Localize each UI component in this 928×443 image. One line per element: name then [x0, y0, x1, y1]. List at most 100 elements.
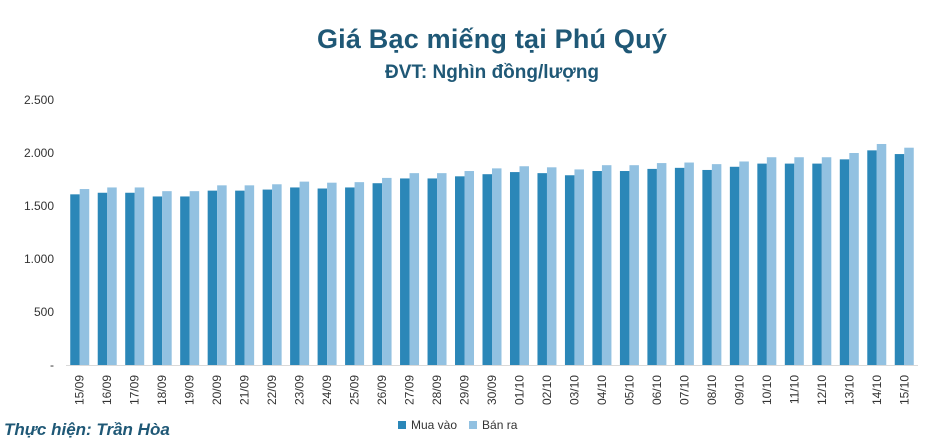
x-tick-label: 02/10: [540, 375, 554, 405]
x-tick-label: 13/10: [842, 375, 856, 405]
bar-ban-ra: [876, 143, 887, 365]
bar-mua-vao: [482, 174, 492, 365]
bar-mua-vao: [180, 196, 190, 365]
x-tick-label: 11/10: [787, 375, 801, 404]
bar-mua-vao: [372, 183, 383, 365]
x-tick-label: 04/10: [595, 375, 609, 405]
bar-mua-vao: [345, 187, 355, 365]
bar-mua-vao: [70, 194, 80, 365]
legend-item-sell: Bán ra: [469, 418, 517, 432]
chart-subtitle: ĐVT: Nghìn đồng/lượng: [384, 62, 600, 83]
bar-ban-ra: [437, 173, 447, 365]
bar-mua-vao: [125, 192, 135, 365]
bar-mua-vao: [784, 163, 795, 365]
bar-mua-vao: [867, 150, 877, 365]
bar-mua-vao: [812, 163, 822, 365]
y-tick-label: 2.500: [24, 93, 54, 107]
x-tick-label: 17/09: [128, 375, 142, 405]
x-tick-label: 15/10: [897, 375, 911, 405]
bar-ban-ra: [354, 182, 365, 365]
bar-ban-ra: [711, 164, 722, 365]
bar-mua-vao: [290, 187, 300, 365]
y-tick-label: 500: [34, 305, 54, 319]
legend-item-buy: Mua vào: [398, 418, 457, 432]
bar-ban-ra: [189, 191, 200, 365]
y-tick-label: 1.500: [24, 199, 54, 213]
x-tick-label: 07/10: [677, 375, 691, 405]
x-tick-label: 09/10: [732, 375, 746, 405]
bar-ban-ra: [601, 165, 612, 365]
legend-label-sell: Bán ra: [482, 418, 518, 432]
x-tick-label: 28/09: [430, 375, 444, 405]
x-tick-label: 16/09: [100, 375, 114, 405]
bar-mua-vao: [647, 168, 657, 365]
bar-mua-vao: [894, 154, 905, 365]
bar-mua-vao: [619, 171, 630, 365]
legend: Mua vào Bán ra: [398, 418, 529, 432]
x-tick-label: 12/10: [815, 375, 829, 405]
bar-ban-ra: [821, 157, 832, 365]
bar-mua-vao: [400, 178, 410, 365]
bar-mua-vao: [537, 173, 547, 365]
bar-ban-ra: [766, 157, 777, 365]
bar-mua-vao: [97, 192, 108, 365]
bar-ban-ra: [739, 161, 749, 365]
x-tick-label: 14/10: [870, 375, 884, 405]
bar-ban-ra: [327, 182, 337, 365]
bar-ban-ra: [656, 163, 667, 365]
bar-mua-vao: [509, 172, 520, 365]
bar-ban-ra: [299, 181, 310, 365]
bar-ban-ra: [79, 189, 90, 365]
x-tick-label: 03/10: [567, 375, 581, 405]
bar-mua-vao: [592, 171, 602, 365]
x-tick-label: 24/09: [320, 375, 334, 405]
y-tick-label: -: [50, 358, 54, 372]
bar-ban-ra: [684, 162, 694, 365]
bar-ban-ra: [464, 171, 475, 365]
bar-ban-ra: [162, 191, 172, 365]
x-tick-label: 18/09: [155, 375, 169, 405]
bar-ban-ra: [904, 147, 914, 365]
bar-ban-ra: [519, 166, 529, 365]
legend-label-buy: Mua vào: [411, 418, 458, 432]
bar-mua-vao: [262, 189, 273, 365]
bar-mua-vao: [427, 178, 438, 365]
x-tick-label: 06/10: [650, 375, 664, 405]
bar-ban-ra: [629, 165, 639, 365]
bar-ban-ra: [794, 157, 804, 365]
x-tick-label: 25/09: [348, 375, 362, 405]
bar-ban-ra: [382, 177, 392, 365]
x-tick-label: 29/09: [458, 375, 472, 405]
legend-swatch-buy: [398, 421, 406, 429]
legend-swatch-sell: [469, 421, 478, 429]
x-tick-label: 05/10: [622, 375, 636, 405]
x-tick-label: 19/09: [183, 375, 197, 405]
bar-ban-ra: [409, 173, 420, 365]
bar-mua-vao: [674, 167, 685, 365]
chart-title: Giá Bạc miếng tại Phú Quý: [316, 24, 668, 54]
bar-ban-ra: [134, 187, 145, 365]
bar-mua-vao: [729, 166, 740, 365]
bar-mua-vao: [207, 190, 218, 365]
bar-mua-vao: [564, 175, 575, 365]
y-tick-label: 1.000: [24, 252, 54, 266]
x-tick-label: 23/09: [293, 375, 307, 405]
y-tick-label: 2.000: [24, 146, 54, 160]
credit-text: Thực hiện: Trần Hòa: [4, 420, 170, 439]
x-tick-label: 01/10: [512, 375, 526, 405]
bar-mua-vao: [455, 176, 465, 365]
x-tick-label: 30/09: [485, 375, 499, 405]
x-tick-label: 15/09: [73, 375, 87, 405]
bar-ban-ra: [546, 167, 557, 365]
bar-mua-vao: [152, 196, 163, 365]
bar-mua-vao: [702, 169, 712, 365]
bar-ban-ra: [244, 185, 255, 365]
bar-ban-ra: [492, 168, 502, 365]
bar-mua-vao: [235, 190, 245, 365]
x-tick-label: 21/09: [238, 375, 252, 405]
bar-ban-ra: [107, 187, 117, 365]
x-tick-label: 20/09: [210, 375, 224, 405]
x-tick-label: 10/10: [760, 375, 774, 405]
bar-ban-ra: [217, 185, 227, 365]
